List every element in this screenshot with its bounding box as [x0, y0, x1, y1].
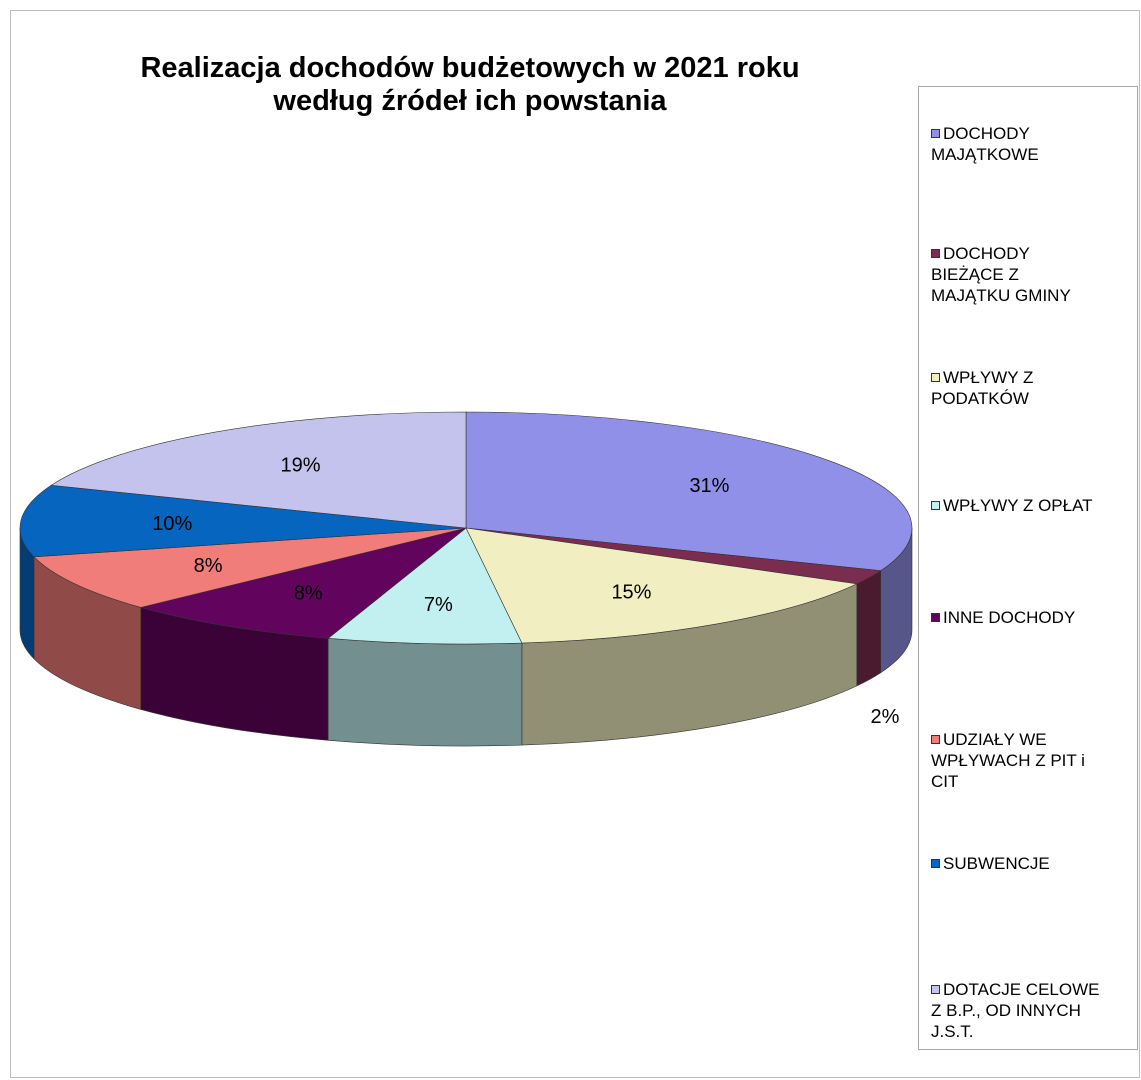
- legend-item-inne-dochody: INNE DOCHODY: [931, 607, 1141, 628]
- legend-swatch: [931, 249, 940, 258]
- data-label-inne-dochody: 8%: [294, 583, 323, 605]
- pie-slice-wplywy-z-oplat: [327, 527, 523, 645]
- legend-label: WPŁYWY Z OPŁAT: [943, 496, 1093, 515]
- pie-labels: 31%2%15%7%8%8%10%19%: [152, 455, 899, 728]
- legend-swatch: [931, 373, 940, 382]
- pie-slice-subwencje: [19, 484, 467, 558]
- pie-slice-wplywy-z-podatkow: [465, 527, 858, 644]
- chart-title-line-1: Realizacja dochodów budżetowych w 2021 r…: [140, 52, 800, 84]
- pie-side-dochody-biezace-z-majatku-gminy: [856, 570, 881, 687]
- pie-sides: [19, 527, 913, 747]
- legend-swatch: [931, 501, 940, 510]
- data-label-dotacje-celowe-z-b-p-od-innych-j-s-t: 19%: [281, 455, 321, 477]
- legend-swatch: [931, 735, 940, 744]
- legend-label: INNE DOCHODY: [943, 608, 1076, 627]
- legend-swatch: [931, 613, 940, 622]
- pie-slice-udzialy-we-wplywach-z-pit-i-cit: [33, 527, 467, 608]
- legend-swatch: [931, 985, 940, 994]
- legend-item-wplywy-z-podatkow: WPŁYWY Z PODATKÓW: [931, 367, 1141, 409]
- legend-item-dochody-majatkowe: DOCHODY MAJĄTKOWE: [931, 123, 1141, 165]
- legend-swatch: [931, 129, 940, 138]
- pie-slice-dochody-majatkowe: [465, 411, 913, 572]
- legend-item-dochody-biezace-z-majatku-gminy: DOCHODY BIEŻĄCE Z MAJĄTKU GMINY: [931, 243, 1141, 306]
- data-label-udzialy-we-wplywach-z-pit-i-cit: 8%: [194, 555, 223, 577]
- pie-slice-dotacje-celowe-z-b-p-od-innych-j-s-t: [50, 411, 467, 529]
- legend-label: DOCHODY MAJĄTKOWE: [931, 124, 1039, 164]
- legend-label: DOTACJE CELOWE Z B.P., OD INNYCH J.S.T.: [931, 980, 1100, 1041]
- chart-title-line-2: według źródeł ich powstania: [273, 85, 667, 117]
- data-label-dochody-biezace-z-majatku-gminy: 2%: [871, 706, 900, 728]
- legend-swatch: [931, 859, 940, 868]
- legend-label: WPŁYWY Z PODATKÓW: [931, 368, 1034, 408]
- legend: DOCHODY MAJĄTKOWE DOCHODY BIEŻĄCE Z MAJĄT…: [918, 86, 1138, 1050]
- data-label-wplywy-z-podatkow: 15%: [611, 581, 651, 603]
- data-label-subwencje: 10%: [152, 513, 192, 535]
- legend-label: DOCHODY BIEŻĄCE Z MAJĄTKU GMINY: [931, 244, 1071, 305]
- legend-label: SUBWENCJE: [943, 854, 1050, 873]
- pie-top: [19, 411, 913, 645]
- legend-item-dotacje-celowe-z-b-p-od-innych-j-s-t: DOTACJE CELOWE Z B.P., OD INNYCH J.S.T.: [931, 979, 1141, 1042]
- data-label-dochody-majatkowe: 31%: [689, 475, 729, 497]
- chart-title: Realizacja dochodów budżetowych w 2021 r…: [90, 52, 850, 118]
- legend-label: UDZIAŁY WE WPŁYWACH Z PIT i CIT: [931, 730, 1085, 791]
- pie-slice-inne-dochody: [139, 527, 467, 639]
- legend-item-wplywy-z-oplat: WPŁYWY Z OPŁAT: [931, 495, 1141, 516]
- data-label-wplywy-z-oplat: 7%: [424, 594, 453, 616]
- pie-side-wplywy-z-oplat: [327, 637, 523, 747]
- legend-item-udzialy-we-wplywach-z-pit-i-cit: UDZIAŁY WE WPŁYWACH Z PIT i CIT: [931, 729, 1141, 792]
- legend-item-subwencje: SUBWENCJE: [931, 853, 1141, 874]
